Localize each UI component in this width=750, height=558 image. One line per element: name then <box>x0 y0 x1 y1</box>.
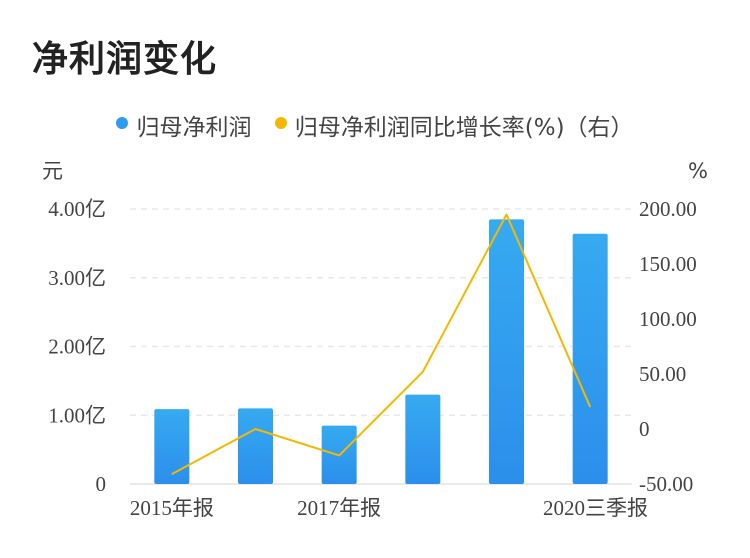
y-right-tick-label: 50.00 <box>639 362 686 386</box>
y-left-tick-label: 1.00亿 <box>48 403 106 427</box>
axes: 0 1.00亿 2.00亿 3.00亿 4.00亿 -50.00 0 50.00 100.00 1… <box>42 159 708 520</box>
y-left-unit-label: 元 <box>42 159 63 183</box>
bar-series <box>154 219 608 484</box>
y-right-tick-label: 100.00 <box>639 307 697 331</box>
legend-label-growth-rate: 归母净利润同比增长率(%)（右） <box>294 115 634 141</box>
y-right-unit-label: % <box>688 159 708 183</box>
growth-rate-line <box>171 213 592 475</box>
legend-marker-growth-rate <box>274 117 287 129</box>
bar <box>154 409 190 484</box>
legend-item-net-profit[interactable]: 归母净利润 <box>116 108 251 142</box>
y-left-tick-label: 3.00亿 <box>48 266 106 290</box>
x-tick-label: 2015年报 <box>130 496 214 520</box>
x-tick-label: 2017年报 <box>297 496 381 520</box>
x-tick-label: 2020三季报 <box>543 496 648 520</box>
legend-label-net-profit: 归母净利润 <box>136 115 252 141</box>
y-left-tick-label: 4.00亿 <box>48 197 106 221</box>
line-series <box>171 213 592 475</box>
y-right-tick-label: 200.00 <box>639 197 697 221</box>
page-title: 净利润变化 <box>32 39 218 80</box>
chart-legend: 归母净利润 归母净利润同比增长率(%)（右） <box>0 108 750 142</box>
bar <box>572 233 608 484</box>
y-right-tick-label: 0 <box>639 417 650 441</box>
bar <box>405 394 441 484</box>
legend-item-growth-rate[interactable]: 归母净利润同比增长率(%)（右） <box>274 108 634 142</box>
grid-lines <box>130 208 632 485</box>
bar <box>238 408 273 484</box>
legend-marker-net-profit <box>116 117 129 129</box>
bar <box>489 219 524 484</box>
y-left-tick-label: 0 <box>96 472 107 496</box>
y-right-tick-label: -50.00 <box>639 472 693 496</box>
y-right-tick-label: 150.00 <box>639 252 697 276</box>
y-left-tick-label: 2.00亿 <box>48 335 106 359</box>
